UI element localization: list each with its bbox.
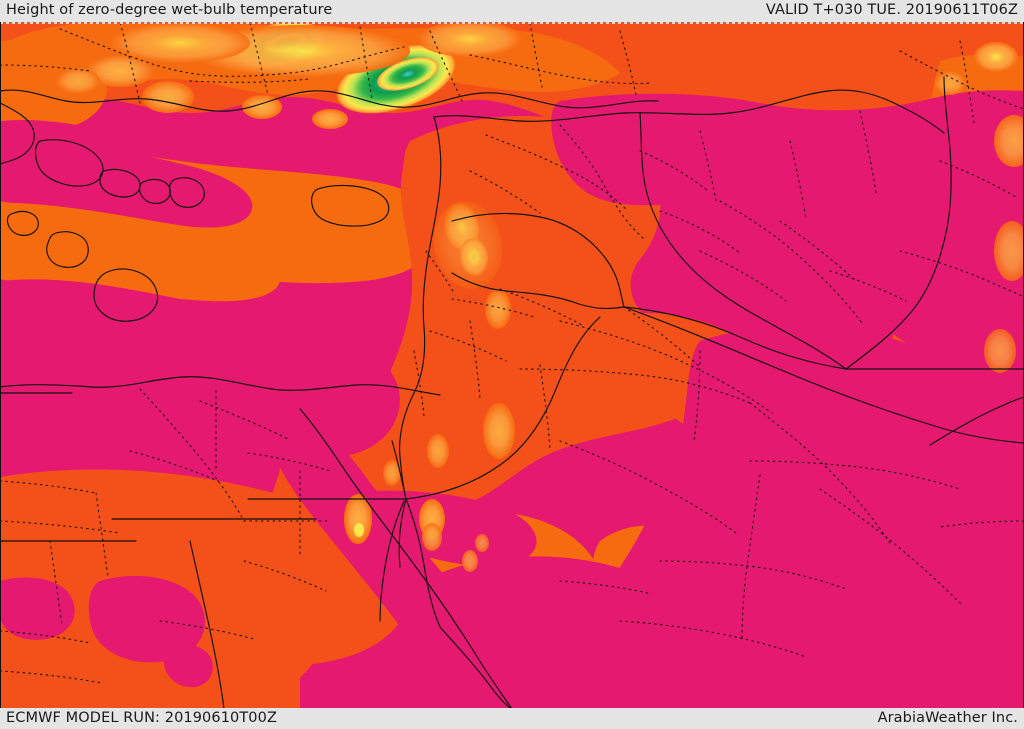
field-magenta-intrusions <box>0 90 1024 709</box>
admin-boundaries <box>0 22 1024 684</box>
map-contour-field <box>0 21 1024 709</box>
footer-bar: ECMWF MODEL RUN: 20190610T00Z ArabiaWeat… <box>0 708 1024 729</box>
model-run-label: ECMWF MODEL RUN: 20190610T00Z <box>6 710 277 726</box>
map-canvas[interactable] <box>0 21 1024 709</box>
header-bar: Height of zero-degree wet-bulb temperatu… <box>0 0 1024 22</box>
provider-credit-label: ArabiaWeather Inc. <box>877 710 1018 726</box>
country-borders <box>0 76 1024 709</box>
page-title: Height of zero-degree wet-bulb temperatu… <box>6 2 333 18</box>
field-warm-cores <box>56 21 1024 572</box>
valid-time-label: VALID T+030 TUE. 20190611T06Z <box>765 2 1018 18</box>
